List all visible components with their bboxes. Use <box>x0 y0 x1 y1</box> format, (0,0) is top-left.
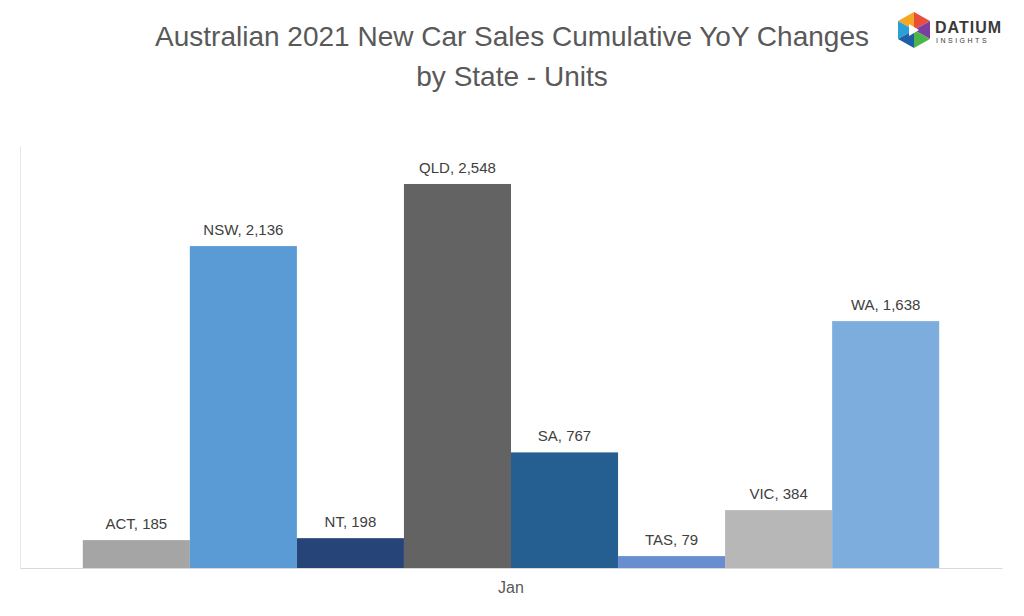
bar <box>511 452 618 568</box>
bar <box>83 540 190 568</box>
data-label: NT, 198 <box>325 513 377 530</box>
title: Australian 2021 New Car Sales Cumulative… <box>155 21 869 92</box>
data-labels: ACT, 185 NSW, 2,136 NT, 198 QLD, 2,548 SA, 7… <box>105 159 920 548</box>
bar <box>618 556 725 568</box>
series <box>297 538 404 568</box>
bar <box>725 510 832 568</box>
y-axis <box>20 147 21 569</box>
bar <box>832 321 939 568</box>
series <box>832 321 939 568</box>
data-label: QLD, 2,548 <box>419 159 496 176</box>
series <box>190 246 297 568</box>
logo-icon <box>914 30 930 48</box>
bar <box>190 246 297 568</box>
data-label: SA, 767 <box>538 427 591 444</box>
bar <box>297 538 404 568</box>
data-label: TAS, 79 <box>645 531 698 548</box>
series <box>83 540 190 568</box>
series <box>511 452 618 568</box>
y-axis-line <box>20 147 21 569</box>
x-tick-label: Jan <box>498 579 524 596</box>
x-axis: Jan <box>21 568 1003 596</box>
series <box>618 556 725 568</box>
logo-subtext: INSIGHTS <box>936 37 989 44</box>
logo: DATIUMINSIGHTS <box>898 12 1002 48</box>
data-label: ACT, 185 <box>105 515 167 532</box>
title-line: by State - Units <box>416 61 607 92</box>
bars <box>83 184 939 568</box>
series <box>404 184 511 568</box>
data-label: VIC, 384 <box>749 485 807 502</box>
x-axis-line <box>21 568 1003 569</box>
logo-icon <box>909 24 919 36</box>
series <box>725 510 832 568</box>
data-label: NSW, 2,136 <box>203 221 283 238</box>
x-tick: Jan <box>498 568 524 596</box>
logo-text: DATIUM <box>935 19 1002 36</box>
bar <box>404 184 511 568</box>
chart: Australian 2021 New Car Sales Cumulative… <box>0 0 1024 616</box>
title-line: Australian 2021 New Car Sales Cumulative… <box>155 21 869 52</box>
data-label: WA, 1,638 <box>851 296 920 313</box>
